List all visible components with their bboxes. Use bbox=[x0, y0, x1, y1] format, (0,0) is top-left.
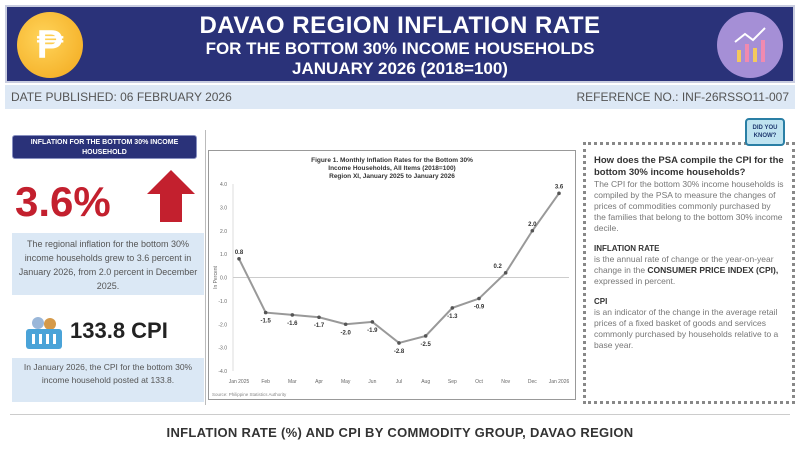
inflation-description: The regional inflation for the bottom 30… bbox=[12, 233, 204, 295]
data-point bbox=[450, 306, 455, 310]
did-you-know-badge: DID YOU KNOW? bbox=[745, 118, 785, 146]
x-tick-label: Oct bbox=[475, 379, 483, 385]
inflation-rate: 3.6% bbox=[15, 178, 111, 225]
inflation-chart: Figure 1. Monthly Inflation Rates for th… bbox=[208, 150, 576, 400]
chart-title: Income Households, All Items (2018=100) bbox=[328, 165, 455, 172]
inflation-rate-definition: is the annual rate of change or the year… bbox=[594, 254, 779, 286]
data-label: -1.7 bbox=[314, 323, 325, 329]
y-tick-label: 4.0 bbox=[220, 182, 227, 188]
cpi-heading: CPI bbox=[594, 297, 608, 306]
data-point bbox=[503, 271, 508, 275]
x-tick-label: Jul bbox=[396, 379, 402, 385]
data-point bbox=[530, 228, 535, 233]
data-label: -2.0 bbox=[340, 330, 351, 336]
inflation-label: INFLATION FOR THE BOTTOM 30% INCOME HOUS… bbox=[12, 135, 197, 159]
data-label: 2.0 bbox=[528, 222, 537, 228]
cpi-definition: is an indicator of the change in the ave… bbox=[594, 307, 779, 350]
data-label: -2.5 bbox=[420, 342, 431, 348]
x-tick-label: Jun bbox=[368, 379, 376, 385]
y-tick-label: -2.0 bbox=[218, 322, 227, 328]
did-you-know-box: How does the PSA compile the CPI for the… bbox=[583, 142, 795, 404]
chart-source: Source: Philippine Statistics Authority bbox=[212, 392, 287, 397]
y-tick-label: 1.0 bbox=[220, 252, 227, 258]
x-tick-label: Jan 2026 bbox=[549, 379, 570, 385]
data-label: 0.8 bbox=[235, 250, 244, 256]
x-tick-label: Aug bbox=[421, 379, 430, 385]
chart-title: Region XI, January 2025 to January 2026 bbox=[329, 173, 455, 180]
peso-symbol: ₱ bbox=[36, 22, 64, 67]
x-tick-label: Mar bbox=[288, 379, 297, 385]
peso-logo-icon: ₱ bbox=[17, 12, 83, 78]
info-answer: The CPI for the bottom 30% income househ… bbox=[594, 179, 784, 233]
data-point bbox=[370, 320, 375, 324]
header-banner: ₱ DAVAO REGION INFLATION RATE FOR THE BO… bbox=[5, 5, 795, 83]
up-arrow-icon bbox=[147, 170, 195, 222]
data-label: -1.3 bbox=[447, 314, 458, 320]
y-tick-label: -3.0 bbox=[218, 346, 227, 352]
section-title: INFLATION RATE (%) AND CPI BY COMMODITY … bbox=[166, 425, 634, 440]
basket-icon bbox=[26, 317, 62, 349]
data-point bbox=[477, 296, 481, 301]
y-tick-label: 0.0 bbox=[220, 276, 227, 282]
data-point bbox=[290, 313, 295, 317]
data-point bbox=[397, 341, 401, 345]
chart-logo-icon bbox=[717, 12, 783, 78]
y-tick-label: 2.0 bbox=[220, 229, 227, 235]
x-tick-label: Jan 2025 bbox=[229, 379, 250, 385]
y-tick-label: -1.0 bbox=[218, 299, 227, 305]
data-point bbox=[423, 334, 428, 338]
divider bbox=[205, 130, 206, 405]
x-tick-label: Apr bbox=[315, 379, 323, 385]
cpi-value: 133.8 CPI bbox=[70, 318, 168, 343]
x-tick-label: Dec bbox=[528, 379, 537, 385]
y-tick-label: -4.0 bbox=[218, 369, 227, 375]
divider bbox=[10, 414, 790, 415]
y-tick-label: 3.0 bbox=[220, 205, 227, 211]
chart-title: Figure 1. Monthly Inflation Rates for th… bbox=[311, 157, 473, 164]
x-tick-label: May bbox=[341, 379, 351, 385]
x-tick-label: Sep bbox=[448, 379, 457, 385]
data-label: 3.6 bbox=[555, 184, 564, 190]
page-title: DAVAO REGION INFLATION RATE bbox=[199, 12, 601, 39]
data-point bbox=[317, 315, 321, 320]
data-label: -1.5 bbox=[260, 319, 271, 325]
data-label: -2.8 bbox=[394, 349, 405, 355]
y-axis-label: In Percent bbox=[213, 265, 219, 288]
inflation-rate-heading: INFLATION RATE bbox=[594, 244, 660, 253]
info-strip: DATE PUBLISHED: 06 FEBRUARY 2026 REFEREN… bbox=[5, 85, 795, 109]
data-label: -0.9 bbox=[474, 305, 485, 311]
page-period: JANUARY 2026 (2018=100) bbox=[292, 59, 508, 78]
page-subtitle: FOR THE BOTTOM 30% INCOME HOUSEHOLDS bbox=[205, 39, 595, 58]
data-point bbox=[263, 310, 268, 315]
data-label: -1.6 bbox=[287, 321, 298, 327]
info-question: How does the PSA compile the CPI for the… bbox=[594, 155, 784, 178]
data-point bbox=[343, 322, 348, 327]
data-point bbox=[237, 257, 241, 261]
x-tick-label: Feb bbox=[261, 379, 270, 385]
data-label: 0.2 bbox=[493, 264, 502, 270]
data-point bbox=[557, 191, 561, 196]
reference-number: REFERENCE NO.: INF-26RSSO11-007 bbox=[576, 90, 789, 104]
cpi-description: In January 2026, the CPI for the bottom … bbox=[12, 358, 204, 402]
x-tick-label: Nov bbox=[501, 379, 510, 385]
date-published: DATE PUBLISHED: 06 FEBRUARY 2026 bbox=[11, 90, 232, 104]
data-label: -1.9 bbox=[367, 328, 378, 334]
